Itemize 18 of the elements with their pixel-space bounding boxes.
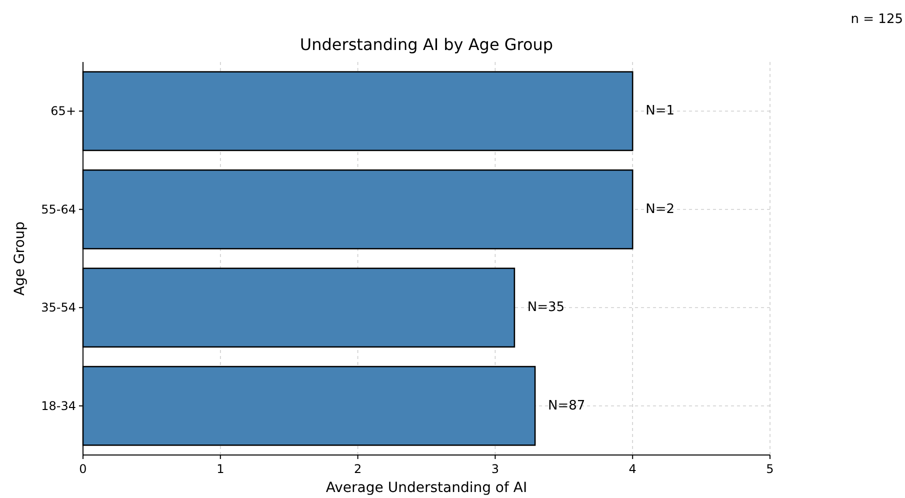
text: n = 125 <box>850 12 903 27</box>
y-tick-label: 65+ <box>50 104 76 118</box>
y-tick-label: 18-34 <box>41 398 76 413</box>
x-tick-label: 5 <box>766 462 774 476</box>
x-tick-label: 4 <box>628 462 636 476</box>
annotation: N=35 <box>527 300 565 316</box>
y-tick-label: 35-54 <box>41 300 76 315</box>
x-tick-label: 2 <box>354 462 362 476</box>
y-axis-title: Age Group <box>12 221 28 296</box>
chart-title: Understanding AI by Age Group <box>300 35 554 54</box>
x-tick-label: 3 <box>491 462 500 476</box>
annotation: N=2 <box>646 202 674 217</box>
annotation: N=1 <box>646 104 674 119</box>
x-tick-label: 1 <box>216 462 224 476</box>
x-tick-label: 0 <box>79 462 87 476</box>
annotation: N=87 <box>548 398 586 414</box>
y-tick-label: 55-64 <box>41 202 76 216</box>
x-axis-title: Average Understanding of AI <box>326 480 528 496</box>
